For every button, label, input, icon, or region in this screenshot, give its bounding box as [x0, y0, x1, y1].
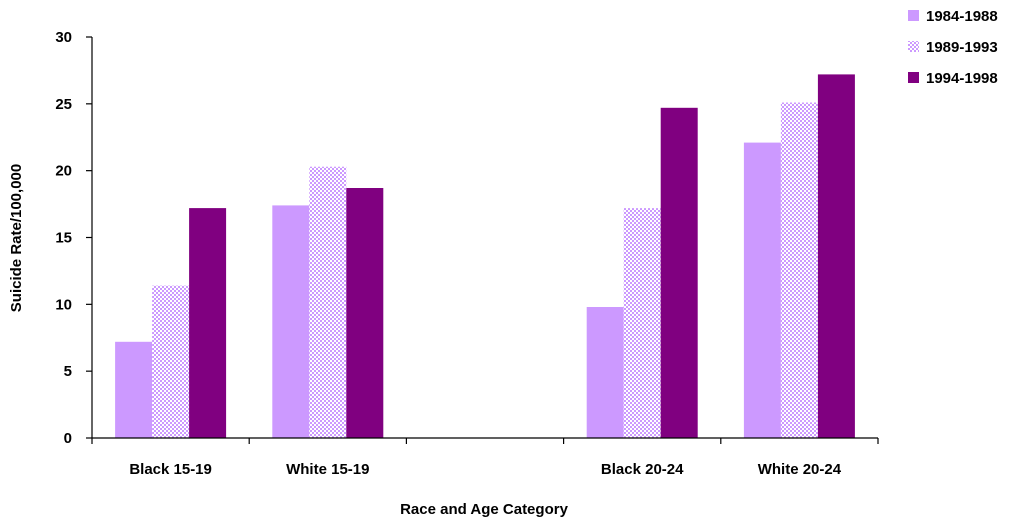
bar-black-20-24-1984-1988 [586, 307, 624, 438]
bar-white-15-19-1984-1988 [272, 205, 310, 438]
bar-white-15-19-1989-1993 [309, 166, 347, 438]
x-category-label: White 20-24 [758, 461, 842, 478]
y-tick-label: 0 [64, 430, 72, 447]
x-axis-title: Race and Age Category [400, 501, 568, 518]
legend-label: 1994-1998 [926, 70, 998, 87]
legend-swatch [908, 72, 919, 83]
y-tick-label: 15 [55, 230, 72, 247]
legend-swatch [908, 10, 919, 21]
bar-black-15-19-1989-1993 [152, 285, 190, 438]
bar-black-15-19-1994-1998 [189, 208, 227, 438]
bar-black-20-24-1989-1993 [623, 208, 661, 438]
bar-white-15-19-1994-1998 [346, 188, 384, 438]
y-tick-label: 30 [55, 29, 72, 46]
y-tick-label: 25 [55, 96, 72, 113]
bar-white-20-24-1989-1993 [780, 102, 818, 438]
legend-label: 1989-1993 [926, 39, 998, 56]
x-category-label: Black 15-19 [129, 461, 212, 478]
y-axis-ticks: 0 5 10 15 20 25 30 [55, 29, 92, 447]
y-tick-label: 10 [55, 296, 72, 313]
bar-white-20-24-1994-1998 [817, 74, 855, 439]
y-tick-label: 5 [64, 363, 72, 380]
x-category-label: White 15-19 [286, 461, 369, 478]
x-axis-ticks: Black 15-19 White 15-19 Black 20-24 White 2… [91, 438, 879, 478]
legend: 1984-1988 1989-1993 1994-1998 [908, 8, 998, 87]
bar-white-20-24-1984-1988 [743, 142, 781, 438]
y-tick-label: 20 [55, 163, 72, 180]
bars-group [115, 74, 855, 439]
y-axis-title: Suicide Rate/100,000 [8, 164, 25, 312]
legend-swatch [908, 41, 919, 52]
x-category-label: Black 20-24 [601, 461, 684, 478]
legend-label: 1984-1988 [926, 8, 998, 25]
bar-black-15-19-1984-1988 [115, 341, 153, 438]
bar-black-20-24-1994-1998 [660, 107, 698, 439]
